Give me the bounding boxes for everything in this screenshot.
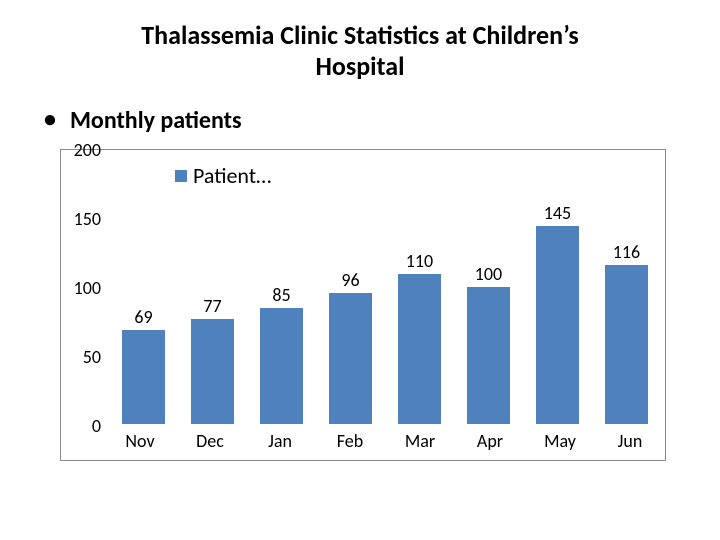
title-line-2: Hospital (315, 50, 404, 82)
bar-value-label: 85 (272, 284, 290, 308)
x-tick-label: Jan (245, 424, 315, 460)
y-tick-label: 50 (61, 346, 101, 368)
bar-slot: 116 (592, 150, 661, 424)
bullet-item: • Monthly patients (40, 106, 680, 135)
bar-rect: 96 (329, 293, 372, 425)
bar-rect: 85 (260, 308, 303, 424)
title-line-1: Thalassemia Clinic Statistics at Childre… (141, 19, 578, 51)
x-tick-label: May (525, 424, 595, 460)
bar-slot: 96 (316, 150, 385, 424)
bar-slot: 100 (454, 150, 523, 424)
bar-value-label: 96 (341, 269, 359, 293)
bar-slot: 77 (178, 150, 247, 424)
x-axis-labels: NovDecJanFebMarAprMayJun (105, 424, 665, 460)
plot-region: 69778596110100145116 Patient… (105, 150, 665, 424)
legend-swatch (175, 170, 187, 182)
x-tick-label: Nov (105, 424, 175, 460)
legend-label: Patient… (193, 162, 271, 189)
bars-group: 69778596110100145116 (105, 150, 665, 424)
bar-rect: 69 (122, 330, 165, 425)
bar-slot: 69 (109, 150, 178, 424)
bar-value-label: 116 (613, 241, 640, 265)
bar-rect: 116 (605, 265, 648, 424)
bar-slot: 85 (247, 150, 316, 424)
bullet-text: Monthly patients (70, 106, 242, 135)
y-tick-label: 0 (61, 415, 101, 437)
bar-rect: 110 (398, 274, 441, 425)
bar-rect: 145 (536, 226, 579, 425)
chart-plot-area: 050100150200 69778596110100145116 Patien… (60, 149, 666, 461)
x-tick-label: Mar (385, 424, 455, 460)
x-tick-label: Dec (175, 424, 245, 460)
bar-slot: 110 (385, 150, 454, 424)
bar-slot: 145 (523, 150, 592, 424)
page-title: Thalassemia Clinic Statistics at Childre… (40, 20, 680, 82)
chart-legend: Patient… (175, 162, 271, 189)
bar-value-label: 145 (544, 202, 571, 226)
bar-rect: 77 (191, 319, 234, 424)
y-tick-label: 150 (61, 208, 101, 230)
bar-value-label: 100 (475, 263, 502, 287)
y-tick-label: 100 (61, 277, 101, 299)
chart-container: 050100150200 69778596110100145116 Patien… (60, 149, 670, 461)
slide: Thalassemia Clinic Statistics at Childre… (0, 0, 720, 540)
bar-value-label: 77 (203, 295, 221, 319)
x-tick-label: Feb (315, 424, 385, 460)
x-tick-label: Jun (595, 424, 665, 460)
x-tick-label: Apr (455, 424, 525, 460)
bullet-dot: • (44, 106, 56, 135)
y-tick-label: 200 (61, 139, 101, 161)
bar-value-label: 110 (406, 250, 433, 274)
bar-rect: 100 (467, 287, 510, 424)
bar-value-label: 69 (134, 306, 152, 330)
